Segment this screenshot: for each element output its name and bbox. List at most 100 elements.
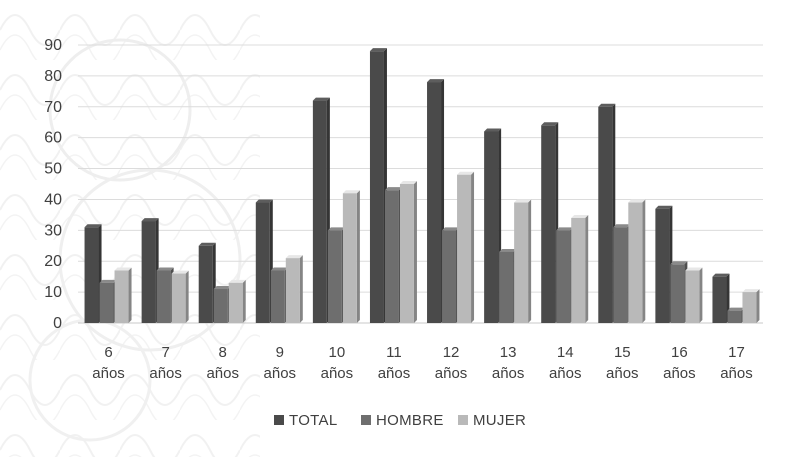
bar-hombre bbox=[270, 270, 285, 323]
x-tick-label: 9 años bbox=[264, 344, 297, 382]
bar-top bbox=[484, 128, 502, 132]
background-watermark bbox=[0, 0, 260, 457]
y-tick-label: 40 bbox=[44, 191, 62, 208]
bar-mujer bbox=[285, 258, 300, 323]
bar-top bbox=[712, 273, 730, 277]
bar-mujer bbox=[628, 202, 643, 323]
x-tick-label: 10 años bbox=[321, 344, 354, 382]
bar-group bbox=[541, 122, 589, 323]
bar-top bbox=[327, 227, 345, 231]
bar-hombre bbox=[613, 227, 628, 323]
bar-top bbox=[99, 279, 117, 283]
bar-top bbox=[628, 199, 646, 203]
bar-total bbox=[84, 227, 99, 323]
bar-top bbox=[499, 248, 517, 252]
x-axis-labels: 6 años 7 años 8 años 9 años 10 años 11 años 12 años 13… bbox=[92, 344, 752, 382]
y-tick-label: 10 bbox=[44, 284, 62, 301]
bar-side bbox=[185, 270, 189, 323]
x-tick-label: 13 años bbox=[492, 344, 525, 382]
bar-hombre bbox=[99, 282, 114, 323]
bar-total bbox=[198, 245, 213, 323]
x-tick-label: 17 años bbox=[720, 344, 753, 382]
bar-group bbox=[141, 218, 189, 323]
bar-mujer bbox=[171, 273, 186, 323]
bar-group bbox=[255, 199, 303, 323]
y-tick-label: 60 bbox=[44, 130, 62, 147]
bar-hombre bbox=[384, 190, 399, 323]
bar-top bbox=[141, 218, 159, 222]
bar-group bbox=[198, 242, 246, 323]
bar-side bbox=[471, 171, 475, 323]
x-tick-label: 12 años bbox=[435, 344, 468, 382]
bar-top bbox=[369, 48, 387, 52]
bar-hombre bbox=[670, 264, 685, 323]
x-tick-label: 11 años bbox=[378, 344, 411, 382]
bar-mujer bbox=[742, 292, 757, 323]
legend-label: MUJER bbox=[473, 412, 526, 429]
y-tick-label: 0 bbox=[53, 315, 62, 332]
bar-top bbox=[255, 199, 273, 203]
bar-group bbox=[312, 97, 360, 323]
bar-top bbox=[156, 267, 174, 271]
legend: TOTAL HOMBRE MUJER bbox=[274, 412, 526, 429]
bar-total bbox=[427, 82, 442, 323]
bar-hombre bbox=[499, 251, 514, 323]
bar-side bbox=[299, 255, 303, 323]
legend-swatch bbox=[361, 415, 371, 425]
bar-side bbox=[528, 199, 532, 323]
bar-top bbox=[655, 205, 673, 209]
bar-total bbox=[312, 100, 327, 323]
bar-top bbox=[571, 214, 589, 218]
bar-side bbox=[642, 199, 646, 323]
bar-side bbox=[356, 190, 360, 323]
legend-swatch bbox=[274, 415, 284, 425]
x-tick-label: 7 años bbox=[149, 344, 182, 382]
bar-mujer bbox=[685, 270, 700, 323]
y-tick-label: 30 bbox=[44, 222, 62, 239]
bar-top bbox=[228, 279, 246, 283]
bar-hombre bbox=[213, 289, 228, 323]
bar-top bbox=[556, 227, 574, 231]
bar-top bbox=[727, 307, 745, 311]
bar-total bbox=[712, 276, 727, 323]
bar-mujer bbox=[571, 217, 586, 323]
bar-mujer bbox=[342, 193, 357, 323]
bar-total bbox=[541, 125, 556, 323]
bar-top bbox=[384, 187, 402, 191]
x-tick-label: 8 años bbox=[206, 344, 239, 382]
bar-mujer bbox=[457, 174, 472, 323]
bar-top bbox=[342, 190, 360, 194]
bar-top bbox=[541, 122, 559, 126]
bar-total bbox=[598, 106, 613, 324]
bar-group bbox=[712, 273, 760, 323]
bar-top bbox=[613, 224, 631, 228]
x-tick-label: 15 años bbox=[606, 344, 639, 382]
bar-hombre bbox=[156, 270, 171, 323]
legend-label: TOTAL bbox=[289, 412, 337, 429]
legend-label: HOMBRE bbox=[376, 412, 444, 429]
bar-hombre bbox=[327, 230, 342, 323]
y-tick-label: 90 bbox=[44, 37, 62, 54]
legend-item: HOMBRE bbox=[361, 412, 444, 429]
y-tick-label: 50 bbox=[44, 161, 62, 178]
bar-group bbox=[369, 48, 417, 324]
bar-mujer bbox=[514, 202, 529, 323]
bar-group bbox=[427, 79, 475, 323]
y-tick-label: 20 bbox=[44, 253, 62, 270]
bar-side bbox=[756, 289, 760, 323]
bar-group bbox=[484, 128, 532, 323]
bar-total bbox=[484, 131, 499, 323]
bar-top bbox=[598, 103, 616, 107]
bars bbox=[84, 48, 760, 324]
bar-side bbox=[128, 267, 132, 323]
y-tick-label: 70 bbox=[44, 99, 62, 116]
bar-hombre bbox=[556, 230, 571, 323]
bar-group bbox=[598, 103, 646, 324]
bar-top bbox=[312, 97, 330, 101]
bar-top bbox=[427, 79, 445, 83]
bar-top bbox=[399, 181, 417, 184]
bar-side bbox=[413, 181, 417, 323]
legend-item: TOTAL bbox=[274, 412, 337, 429]
bar-total bbox=[655, 208, 670, 323]
